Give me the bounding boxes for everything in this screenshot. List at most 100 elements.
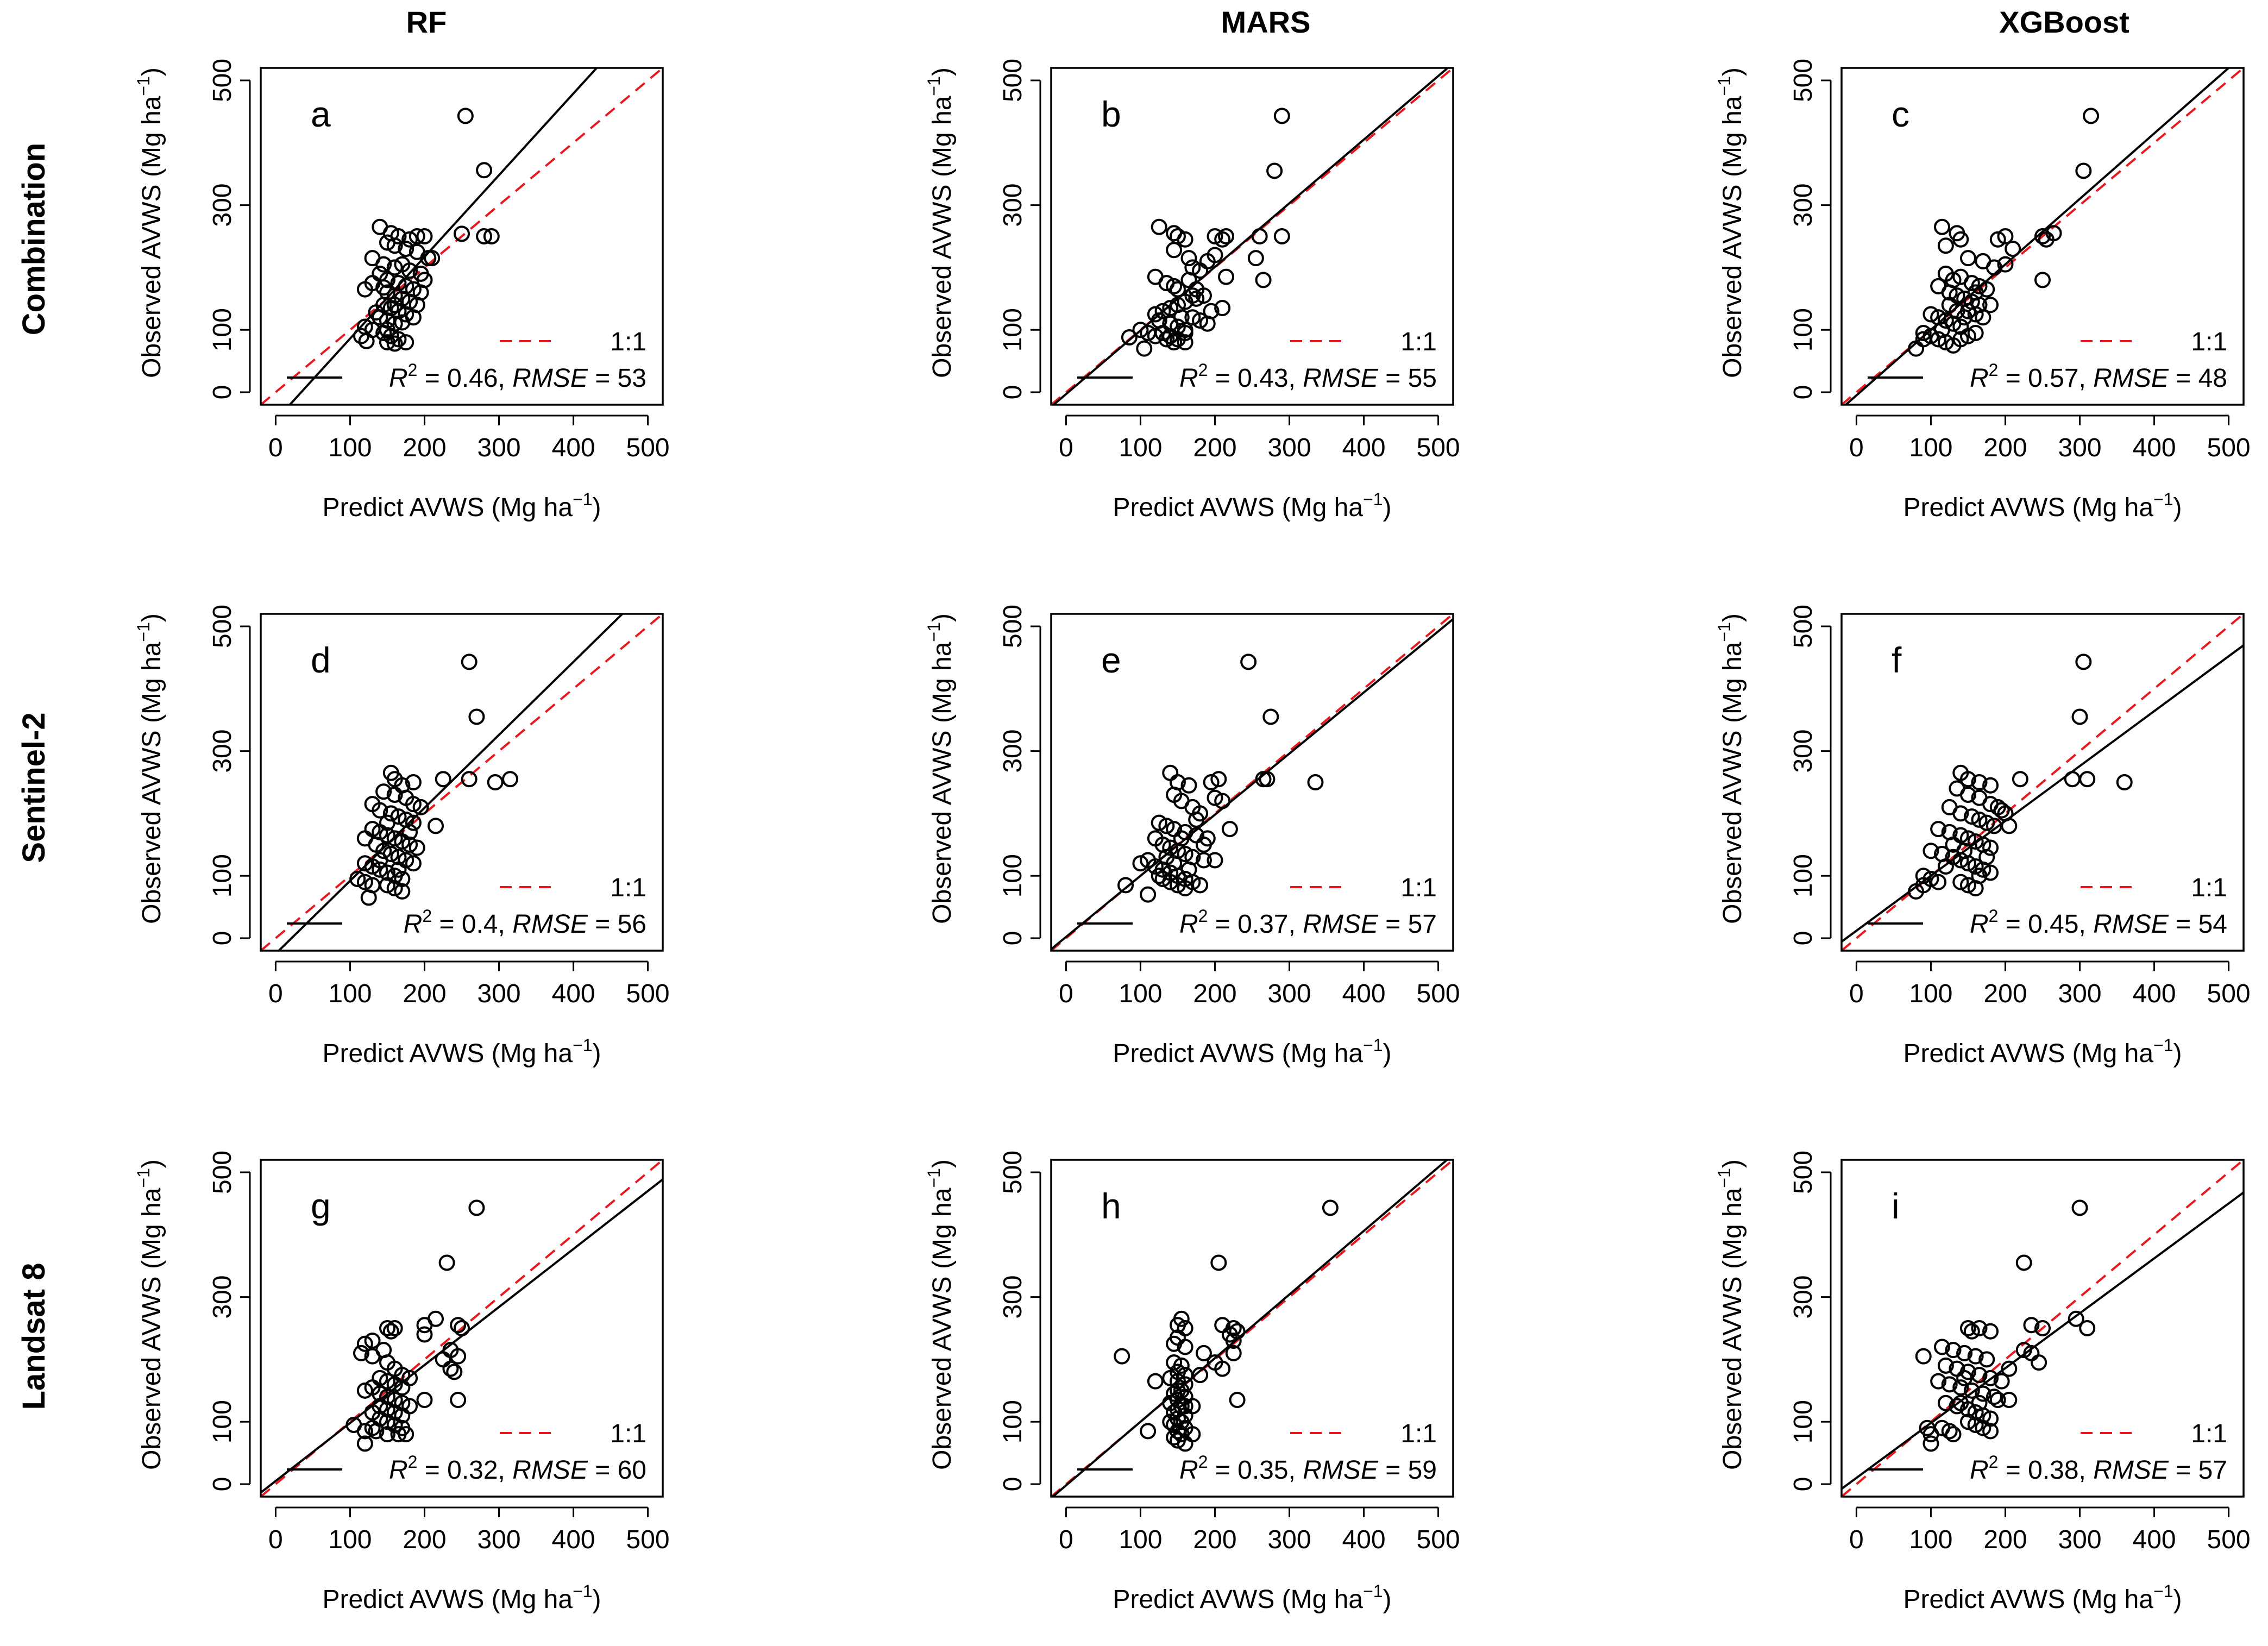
- legend-fit-stats: R2 = 0.35, RMSE = 59: [1179, 1452, 1437, 1485]
- data-point: [1956, 1369, 1973, 1386]
- x-tick-label: 400: [552, 979, 595, 1008]
- data-point: [2079, 771, 2096, 788]
- stats-r2-exponent: 2: [1198, 1452, 1208, 1472]
- data-point: [1959, 328, 1976, 344]
- y-axis-label-close: ): [928, 1159, 957, 1168]
- data-point: [424, 250, 441, 267]
- data-point: [1188, 290, 1205, 307]
- y-tick-label: 0: [208, 385, 237, 400]
- x-axis-label-text: Predict AVWS (Mg ha: [322, 1585, 573, 1614]
- data-point: [1982, 297, 1999, 313]
- panel-letter: e: [1101, 640, 1121, 680]
- data-point: [356, 1423, 373, 1440]
- y-tick-label: 100: [998, 854, 1027, 897]
- stats-r2-symbol: R: [1970, 910, 1989, 939]
- stats-rmse-label: RMSE: [2093, 364, 2169, 393]
- data-point: [1952, 1379, 1969, 1396]
- data-points: [1908, 654, 2133, 900]
- legend-fit-stats: R2 = 0.38, RMSE = 57: [1970, 1452, 2227, 1485]
- data-point: [379, 877, 395, 894]
- y-tick-label: 300: [998, 184, 1027, 227]
- data-point: [412, 799, 429, 815]
- data-point: [368, 304, 385, 321]
- data-point: [379, 272, 395, 288]
- data-point: [1978, 814, 1995, 831]
- y-axis-label: Observed AVWS (Mg ha−1): [1714, 613, 1747, 924]
- x-tick-label: 0: [1059, 434, 1073, 462]
- data-point: [1132, 322, 1149, 338]
- data-point: [386, 237, 403, 254]
- data-point: [372, 1385, 388, 1402]
- data-point: [386, 880, 403, 897]
- y-axis-label-exponent: −1: [924, 76, 944, 96]
- data-point: [1975, 1419, 1991, 1436]
- data-point: [2012, 771, 2028, 788]
- y-axis-label: Observed AVWS (Mg ha−1): [1714, 1159, 1747, 1470]
- data-point: [1952, 231, 1969, 248]
- y-axis-label-exponent: −1: [134, 76, 153, 96]
- scatter-panel-c: 0 100 200 300 400 500 0 100 300 500 Predict AVWS (…: [1714, 59, 2251, 522]
- y-tick-label: 300: [1789, 184, 1818, 227]
- data-point: [1177, 880, 1193, 897]
- data-point: [1959, 877, 1976, 894]
- data-point: [2083, 108, 2100, 124]
- data-point: [390, 849, 407, 865]
- x-axis-label: Predict AVWS (Mg ha−1): [1903, 489, 2182, 522]
- data-point: [379, 234, 395, 251]
- x-axis-label-exponent: −1: [1363, 489, 1383, 509]
- x-tick-label: 300: [1267, 1525, 1311, 1554]
- x-axis: 0 100 200 300 400 500: [1849, 414, 2251, 462]
- data-point: [438, 1254, 455, 1271]
- fit-line: [1051, 1160, 1449, 1497]
- data-point: [2068, 1310, 2084, 1327]
- data-point: [386, 830, 403, 847]
- x-tick-label: 0: [268, 434, 283, 462]
- data-point: [1151, 814, 1167, 831]
- data-point: [2001, 1392, 2018, 1409]
- x-tick-label: 0: [1849, 979, 1864, 1008]
- data-point: [2015, 1254, 2032, 1271]
- stats-rmse-value: = 48: [2169, 364, 2227, 393]
- data-point: [2071, 708, 2088, 725]
- stats-r2-value: = 0.46,: [417, 364, 512, 393]
- data-point: [1169, 1382, 1186, 1399]
- stats-r2-exponent: 2: [1989, 906, 1999, 926]
- x-tick-label: 500: [2207, 979, 2251, 1008]
- x-axis-label-exponent: −1: [2153, 1035, 2173, 1055]
- data-point: [382, 1323, 399, 1340]
- data-point: [386, 297, 403, 313]
- data-point: [405, 796, 422, 813]
- data-point: [1915, 331, 1932, 348]
- y-tick-label: 100: [998, 1400, 1027, 1443]
- y-axis-label: Observed AVWS (Mg ha−1): [134, 1159, 166, 1470]
- x-tick-label: 200: [1983, 1525, 2027, 1554]
- data-point: [379, 814, 395, 831]
- data-point: [394, 883, 411, 900]
- y-axis-label: Observed AVWS (Mg ha−1): [134, 613, 166, 924]
- y-tick-label: 100: [208, 308, 237, 351]
- scatter-panel-a: 0 100 200 300 400 500 0 100 300 500 Predict AVWS (…: [134, 59, 670, 522]
- x-axis-label-text: Predict AVWS (Mg ha: [1903, 493, 2153, 522]
- plot-area: [261, 68, 663, 405]
- y-axis-label-exponent: −1: [924, 622, 944, 642]
- y-tick-label: 300: [208, 730, 237, 773]
- data-point: [1166, 1354, 1183, 1371]
- plot-area: [261, 614, 663, 951]
- data-point: [1963, 808, 1980, 825]
- y-axis-label: Observed AVWS (Mg ha−1): [924, 67, 957, 378]
- x-tick-label: 100: [1119, 434, 1162, 462]
- y-axis: 0 100 300 500: [998, 59, 1041, 399]
- x-axis-label-exponent: −1: [573, 489, 592, 509]
- x-axis-label-exponent: −1: [2153, 489, 2173, 509]
- data-point: [356, 1435, 373, 1452]
- data-point: [1214, 1360, 1231, 1377]
- data-point: [1982, 839, 1999, 856]
- data-point: [1229, 1323, 1246, 1340]
- stats-rmse-label: RMSE: [512, 910, 588, 939]
- legend-fit-stats: R2 = 0.4, RMSE = 56: [404, 906, 646, 939]
- data-points: [353, 108, 500, 352]
- data-point: [1180, 777, 1197, 794]
- stats-r2-value: = 0.32,: [417, 1456, 512, 1485]
- stats-r2-exponent: 2: [422, 906, 432, 926]
- data-point: [2034, 1320, 2051, 1336]
